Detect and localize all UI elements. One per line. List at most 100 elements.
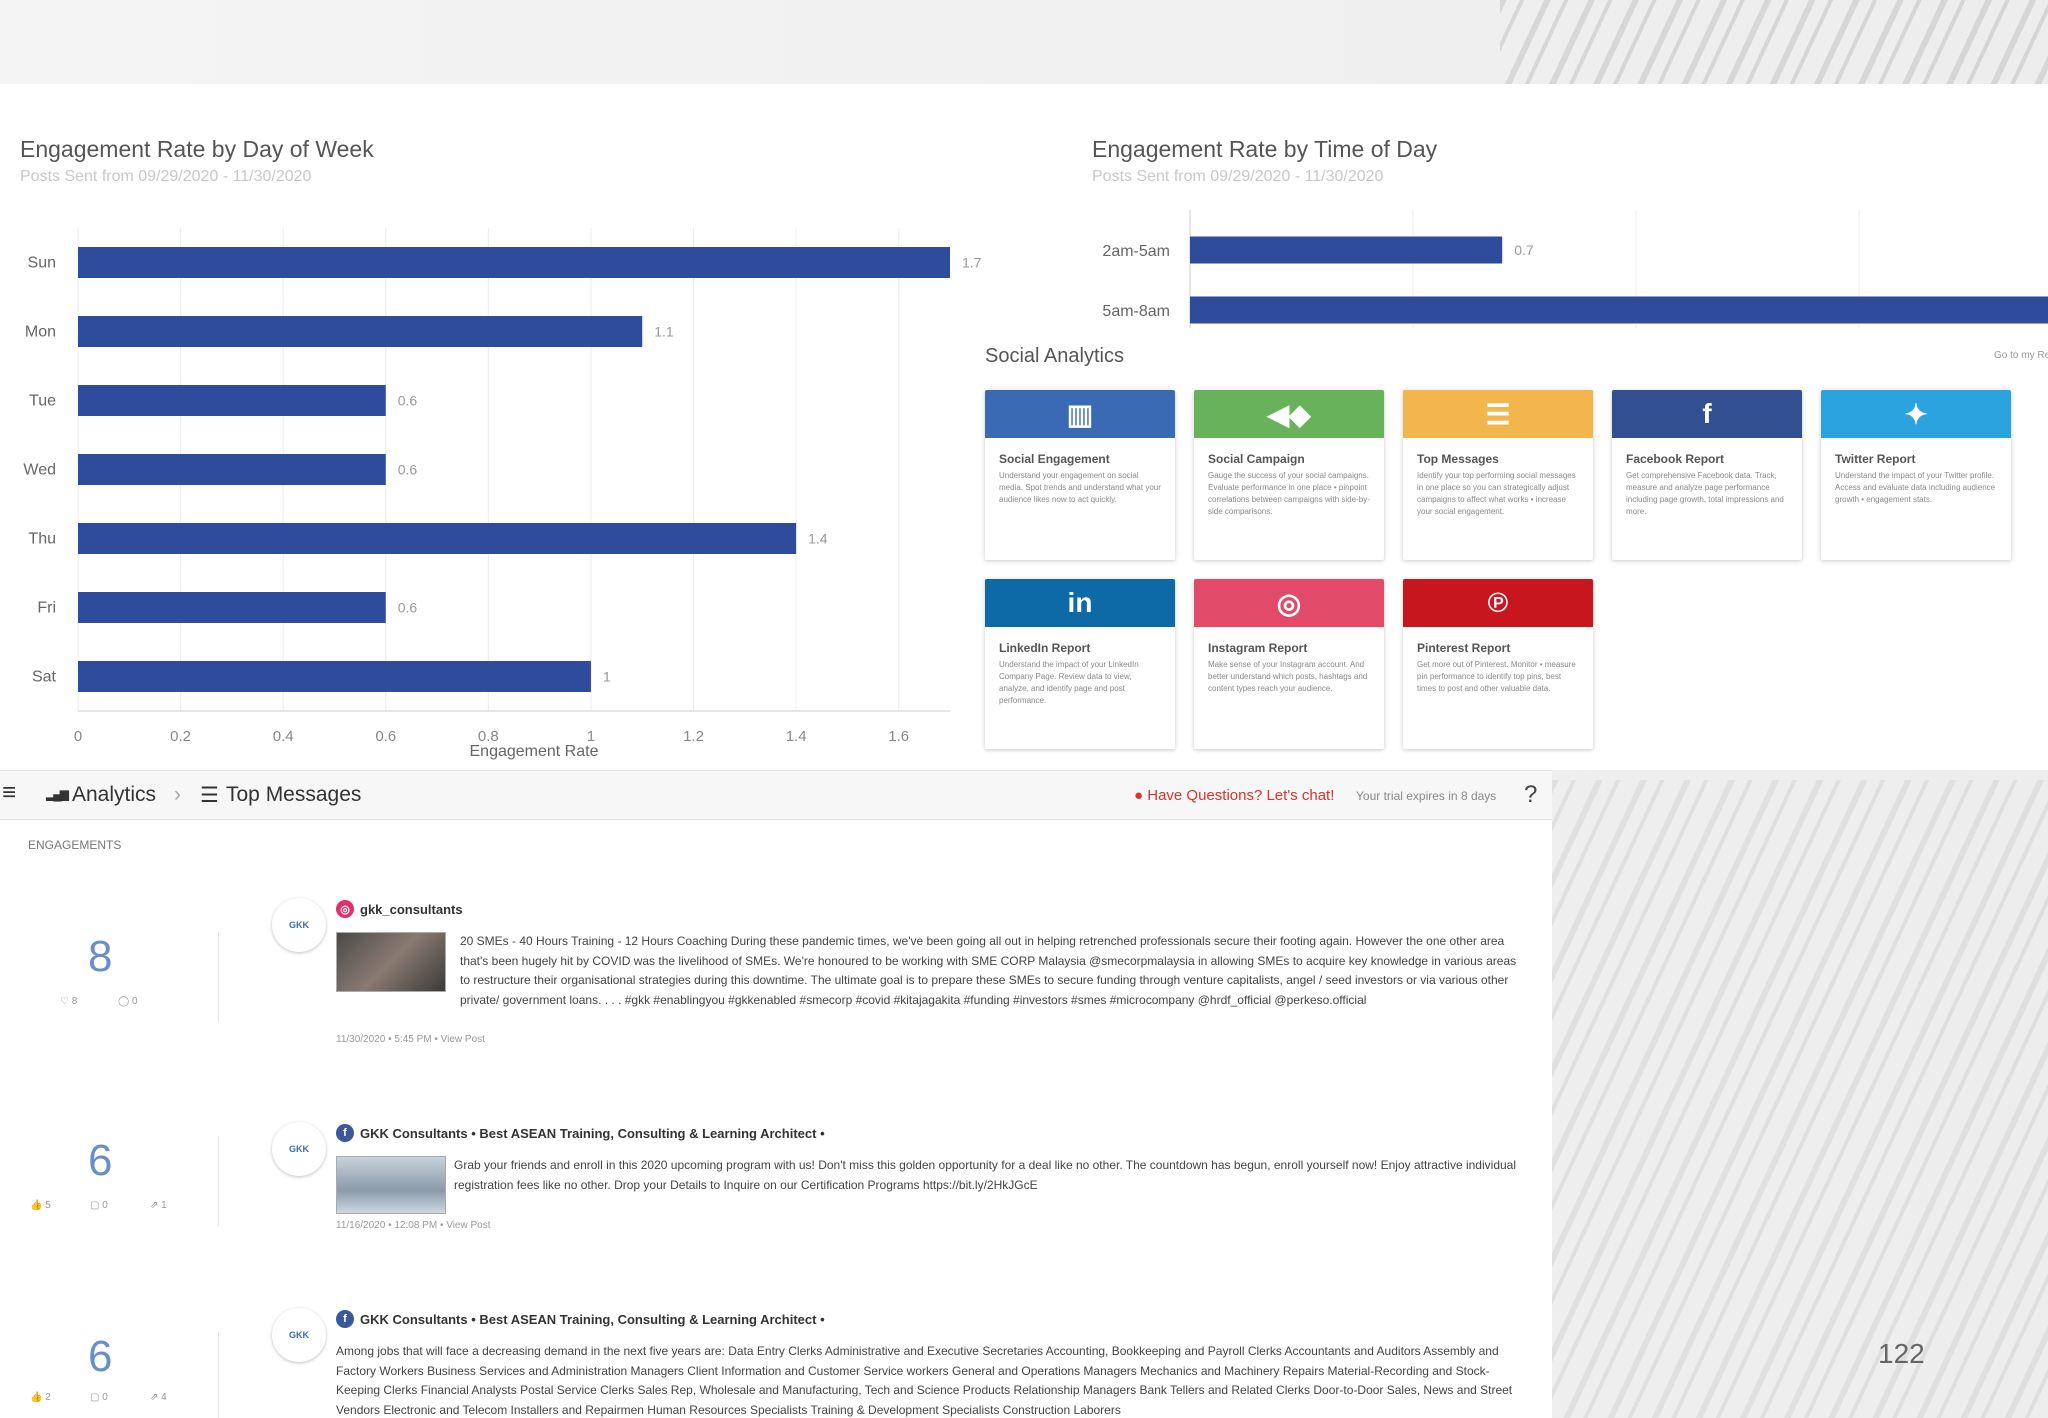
report-card-instagram-report[interactable]: ◎ Instagram Report Make sense of your Inst…: [1194, 579, 1384, 749]
analytics-icon: ▂▄▆: [46, 787, 69, 801]
linkedin-icon: in: [1067, 587, 1093, 618]
likes-stat: 👍 5: [30, 1200, 51, 1211]
card-description: Identify your top performing social mess…: [1417, 471, 1576, 516]
message-icon: ☰: [1485, 398, 1511, 430]
chart-day-title: Engagement Rate by Day of Week: [20, 136, 374, 162]
go-to-reports-link[interactable]: Go to my Re: [1994, 350, 2048, 361]
card-header: f: [1612, 390, 1802, 438]
menu-icon[interactable]: ≡: [2, 779, 17, 806]
post-meta[interactable]: 11/30/2020 • 5:45 PM • View Post: [336, 1034, 485, 1045]
chart-day-subtitle: Posts Sent from 09/29/2020 - 11/30/2020: [20, 168, 312, 185]
card-title: Instagram Report: [1208, 641, 1308, 655]
bar: [78, 247, 950, 278]
y-tick-label: Tue: [29, 393, 56, 410]
avatar: GKK: [272, 1122, 326, 1176]
data-label: 0.6: [398, 600, 418, 616]
card-description: Understand the impact of your Twitter pr…: [1835, 471, 1996, 504]
shares-stat: ⇗ 4: [150, 1392, 167, 1403]
x-tick-label: 1.6: [888, 728, 909, 745]
card-header: ✦: [1821, 390, 2011, 438]
card-header: ▥: [985, 390, 1175, 438]
post-author[interactable]: GKK Consultants • Best ASEAN Training, C…: [360, 1126, 825, 1141]
card-header: ◎: [1194, 579, 1384, 627]
report-card-twitter-report[interactable]: ✦ Twitter Report Understand the impact of …: [1821, 390, 2011, 560]
facebook-icon: f: [1702, 398, 1712, 429]
y-tick-label: Wed: [23, 462, 56, 479]
trial-notice: Your trial expires in 8 days: [1356, 789, 1497, 803]
likes-stat: 👍 2: [30, 1392, 51, 1403]
megaphone-icon: ◀◆: [1267, 398, 1311, 430]
data-label: 0.6: [398, 393, 418, 409]
top-messages-feed: ENGAGEMENTS 8 ♡ 8 ◯ 0 GKK ◎ gkk_consulta…: [0, 820, 1552, 1418]
report-card-social-engagement[interactable]: ▥ Social Engagement Understand your engage…: [985, 390, 1175, 560]
post-author[interactable]: GKK Consultants • Best ASEAN Training, C…: [360, 1312, 825, 1327]
facebook-icon: f: [336, 1310, 354, 1328]
y-tick-label: Thu: [28, 531, 56, 548]
x-tick-label: 0.6: [375, 728, 396, 745]
data-label: 1: [603, 669, 611, 685]
comments-stat: ▢ 0: [90, 1200, 108, 1211]
chat-link[interactable]: ● Have Questions? Let's chat!: [1134, 787, 1335, 804]
avatar: GKK: [272, 898, 326, 952]
y-tick-label: Sun: [28, 255, 56, 272]
report-card-pinterest-report[interactable]: ℗ Pinterest Report Get more out of Pintere…: [1403, 579, 1593, 749]
chart-day-of-week: 0 0.2 0.4 0.6 0.8 1 1.2 1.4 1.6 Sun 1.7 Mon 1.1 Tue 0.…: [23, 228, 982, 760]
x-tick-label: 1.2: [683, 728, 704, 745]
card-title: Social Engagement: [999, 452, 1110, 466]
comments-stat: ▢ 0: [90, 1392, 108, 1403]
report-card-top-messages[interactable]: ☰ Top Messages Identify your top performin…: [1403, 390, 1593, 560]
card-description: Make sense of your Instagram account. An…: [1208, 660, 1368, 693]
brush-texture-top: [1500, 0, 2048, 84]
chart-time-title: Engagement Rate by Time of Day: [1092, 136, 1438, 162]
bar: [78, 661, 591, 692]
engagement-count: 6: [88, 1332, 113, 1381]
card-title: LinkedIn Report: [999, 641, 1091, 655]
x-axis-title: Engagement Rate: [470, 743, 599, 760]
post-meta[interactable]: 11/16/2020 • 12:08 PM • View Post: [336, 1220, 491, 1231]
x-tick-label: 1: [587, 728, 595, 745]
top-messages-icon: ☰: [200, 784, 219, 807]
twitter-icon: ✦: [1904, 398, 1928, 430]
card-title: Pinterest Report: [1417, 641, 1511, 655]
x-tick-label: 0.2: [170, 728, 191, 745]
pinterest-icon: ℗: [1487, 587, 1509, 618]
bar: [1190, 296, 2048, 324]
card-title: Top Messages: [1417, 452, 1499, 466]
avatar: GKK: [272, 1308, 326, 1362]
page-number: 122: [1878, 1338, 1925, 1369]
bar: [78, 316, 643, 347]
y-tick-label: 5am-8am: [1102, 303, 1170, 320]
post-divider: [218, 1332, 219, 1418]
post-text: Grab your friends and enroll in this 202…: [454, 1158, 1516, 1192]
report-card-linkedin-report[interactable]: in LinkedIn Report Understand the impact o…: [985, 579, 1175, 749]
instagram-icon: ◎: [1276, 587, 1302, 619]
data-label: 1.1: [654, 324, 674, 340]
chart-time-subtitle: Posts Sent from 09/29/2020 - 11/30/2020: [1092, 168, 1384, 185]
instagram-icon: ◎: [336, 900, 354, 918]
likes-stat: ♡ 8: [60, 996, 78, 1007]
brush-texture-right: [1552, 780, 2048, 1418]
report-card-social-campaign[interactable]: ◀◆ Social Campaign Gauge the success of yo…: [1194, 390, 1384, 560]
chevron-right-icon: ›: [174, 783, 181, 806]
bar: [78, 523, 797, 554]
x-tick-label: 1.4: [786, 728, 807, 745]
post-image[interactable]: [336, 1156, 446, 1214]
shares-stat: ⇗ 1: [150, 1200, 167, 1211]
post-author[interactable]: gkk_consultants: [360, 902, 463, 917]
card-title: Facebook Report: [1626, 452, 1725, 466]
card-description: Get comprehensive Facebook data. Track, …: [1626, 471, 1784, 516]
data-label: 1.4: [808, 531, 828, 547]
data-label: 0.7: [1514, 242, 1534, 258]
report-card-facebook-report[interactable]: f Facebook Report Get comprehensive Facebo…: [1612, 390, 1802, 560]
x-tick-label: 0.8: [478, 728, 499, 745]
card-description: Understand your engagement on social med…: [999, 471, 1161, 504]
breadcrumb-analytics[interactable]: Analytics: [72, 783, 157, 806]
post-image[interactable]: [336, 932, 446, 992]
help-button[interactable]: ?: [1524, 781, 1538, 808]
x-tick-label: 0.4: [273, 728, 294, 745]
social-analytics-title: Social Analytics: [985, 345, 1124, 367]
engagement-count: 6: [88, 1136, 113, 1185]
bar: [78, 385, 386, 416]
bar: [1190, 236, 1503, 264]
